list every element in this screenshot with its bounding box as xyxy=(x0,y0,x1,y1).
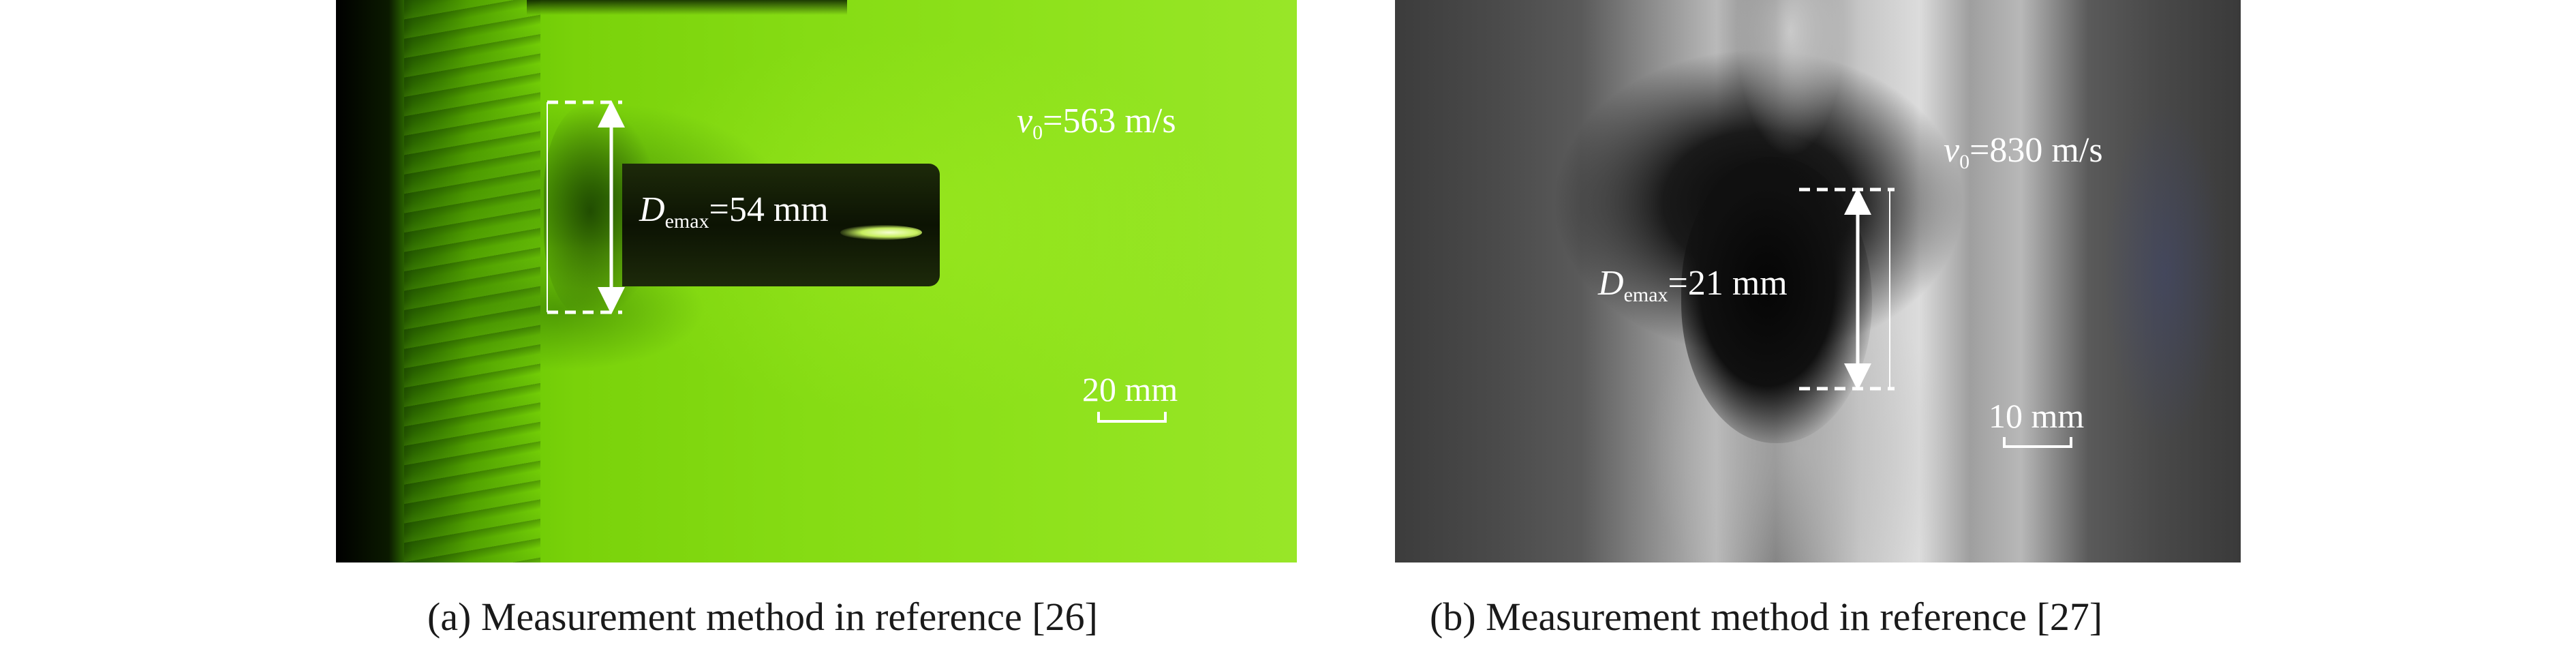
diameter-value: =21 mm xyxy=(1668,264,1788,303)
crater-shadow xyxy=(1681,157,1872,443)
panel-b-velocity-label: v0=830 m/s xyxy=(1944,131,2103,172)
panel-b-caption: (b) Measurement method in reference [27] xyxy=(1430,595,2103,639)
diameter-subscript: emax xyxy=(664,210,709,232)
diameter-symbol: D xyxy=(639,190,665,229)
velocity-subscript: 0 xyxy=(1032,121,1043,144)
diameter-symbol: D xyxy=(1598,264,1624,303)
top-shadow xyxy=(527,0,847,15)
muzzle-flash xyxy=(840,225,922,240)
velocity-symbol: v xyxy=(1017,102,1033,140)
panel-a-caption: (a) Measurement method in reference [26] xyxy=(427,595,1098,639)
panel-b-scale-label: 10 mm xyxy=(1989,397,2085,435)
panel-a-diameter-label: Demax=54 mm xyxy=(639,190,829,232)
panel-a-photo xyxy=(336,0,1297,562)
light-ridge xyxy=(1736,0,1845,157)
velocity-value: =830 m/s xyxy=(1969,131,2103,170)
velocity-value: =563 m/s xyxy=(1043,102,1176,140)
diameter-value: =54 mm xyxy=(709,190,829,229)
debris-band xyxy=(404,0,540,562)
blue-tint-region xyxy=(2104,102,2226,443)
velocity-symbol: v xyxy=(1944,131,1960,170)
panel-b-diameter-label: Demax=21 mm xyxy=(1598,264,1788,305)
panel-a-velocity-label: v0=563 m/s xyxy=(1017,102,1176,143)
diameter-subscript: emax xyxy=(1623,284,1668,306)
velocity-subscript: 0 xyxy=(1959,151,1970,173)
panel-a-scale-label: 20 mm xyxy=(1082,370,1178,408)
panel-b-photo xyxy=(1395,0,2241,562)
